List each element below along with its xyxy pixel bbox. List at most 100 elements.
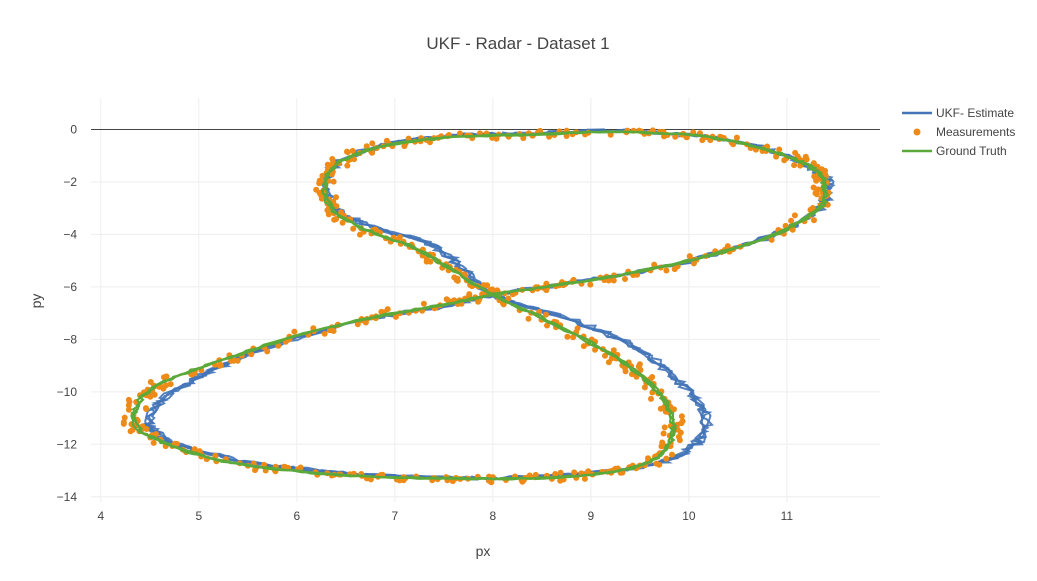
measurement-point <box>297 464 304 471</box>
measurement-point <box>690 260 697 267</box>
measurement-point <box>526 472 533 479</box>
measurement-point <box>574 325 581 332</box>
measurement-point <box>699 137 706 144</box>
measurement-point <box>125 402 132 409</box>
measurement-point <box>686 253 693 260</box>
measurement-point <box>525 315 532 322</box>
measurement-point <box>622 368 629 375</box>
measurement-point <box>125 406 132 413</box>
measurement-point <box>420 300 427 307</box>
x-tick-label: 8 <box>490 509 497 523</box>
measurement-point <box>456 130 463 137</box>
measurement-point <box>349 147 356 154</box>
measurement-point <box>570 334 577 341</box>
x-tick-label: 11 <box>781 509 794 523</box>
measurement-point <box>581 475 588 482</box>
measurement-point <box>661 424 668 431</box>
measurement-point <box>121 414 128 421</box>
y-tick-label: −10 <box>57 385 78 399</box>
measurement-point <box>191 446 198 453</box>
x-axis-label: px <box>476 543 491 559</box>
measurement-point <box>120 419 127 426</box>
measurement-point <box>153 431 159 438</box>
measurement-point <box>610 277 617 284</box>
measurement-point <box>443 296 450 303</box>
measurement-point <box>814 176 821 183</box>
series-line-ground-truth <box>130 130 828 481</box>
measurement-point <box>363 143 370 150</box>
measurement-point <box>678 413 685 420</box>
y-tick-label: −12 <box>57 437 78 451</box>
measurement-point <box>675 433 682 440</box>
grid-layer <box>91 98 880 502</box>
measurement-point <box>803 156 810 163</box>
measurement-point <box>217 362 224 369</box>
measurement-point <box>656 461 663 468</box>
measurement-point <box>489 286 496 293</box>
y-axis-label: py <box>28 294 44 309</box>
measurement-point <box>333 194 339 201</box>
measurement-point <box>333 203 340 210</box>
measurement-point <box>585 468 592 475</box>
measurement-point <box>660 430 667 437</box>
measurement-point <box>608 355 615 362</box>
measurement-point <box>776 146 783 153</box>
x-tick-label: 7 <box>391 509 398 523</box>
series-markers-measurements <box>120 127 832 486</box>
x-tick-label: 5 <box>195 509 202 523</box>
measurement-point <box>313 186 320 193</box>
measurement-point <box>423 258 430 265</box>
measurement-point <box>810 184 817 191</box>
measurement-point <box>325 211 332 218</box>
measurement-point <box>319 172 326 179</box>
measurement-point <box>505 295 512 302</box>
measurement-point <box>331 216 338 223</box>
measurement-point <box>401 143 408 150</box>
measurement-point <box>792 149 799 156</box>
measurement-point <box>663 267 670 274</box>
measurement-point <box>622 276 628 282</box>
y-tick-label: −8 <box>63 332 77 346</box>
measurement-point <box>544 322 550 329</box>
measurement-point <box>173 440 180 447</box>
measurement-point <box>324 161 331 168</box>
measurement-point <box>788 217 795 224</box>
measurement-point <box>350 225 357 232</box>
measurement-point <box>587 281 594 288</box>
legend-item-measurements[interactable]: Measurements <box>913 125 1016 139</box>
measurement-point <box>451 274 458 281</box>
measurement-point <box>557 477 564 484</box>
measurement-point <box>791 162 798 169</box>
measurement-point <box>663 455 670 462</box>
legend-label-measurements: Measurements <box>936 125 1015 139</box>
measurement-point <box>291 328 298 335</box>
x-tick-label: 9 <box>588 509 595 523</box>
legend-item-ukf-estimate[interactable]: UKF- Estimate <box>902 106 1014 120</box>
measurement-point <box>384 306 391 313</box>
measurement-point <box>818 166 825 173</box>
y-tick-label: −6 <box>63 280 77 294</box>
y-tick-label: −2 <box>63 175 77 189</box>
measurement-point <box>493 135 500 142</box>
measurement-point <box>607 131 614 138</box>
series-line-ukf-estimate <box>144 129 836 481</box>
measurement-point <box>791 212 798 219</box>
measurement-point <box>480 282 487 289</box>
measurement-point <box>281 463 288 470</box>
measurement-point <box>724 243 731 250</box>
measurement-point <box>810 160 817 167</box>
measurement-point <box>252 467 258 474</box>
measurement-point <box>466 291 473 298</box>
measurement-point <box>543 311 549 318</box>
series-line-ukf-estimate <box>143 129 833 481</box>
x-tick-label: 10 <box>682 509 696 523</box>
legend-item-ground-truth[interactable]: Ground Truth <box>902 144 1007 158</box>
measurement-point <box>392 313 399 320</box>
measurement-point <box>212 452 219 459</box>
measurement-point <box>475 298 482 305</box>
measurement-point <box>264 348 271 355</box>
measurement-point <box>811 217 817 224</box>
x-tick-label: 6 <box>293 509 300 523</box>
measurement-point <box>354 321 361 328</box>
measurement-point <box>163 373 170 380</box>
